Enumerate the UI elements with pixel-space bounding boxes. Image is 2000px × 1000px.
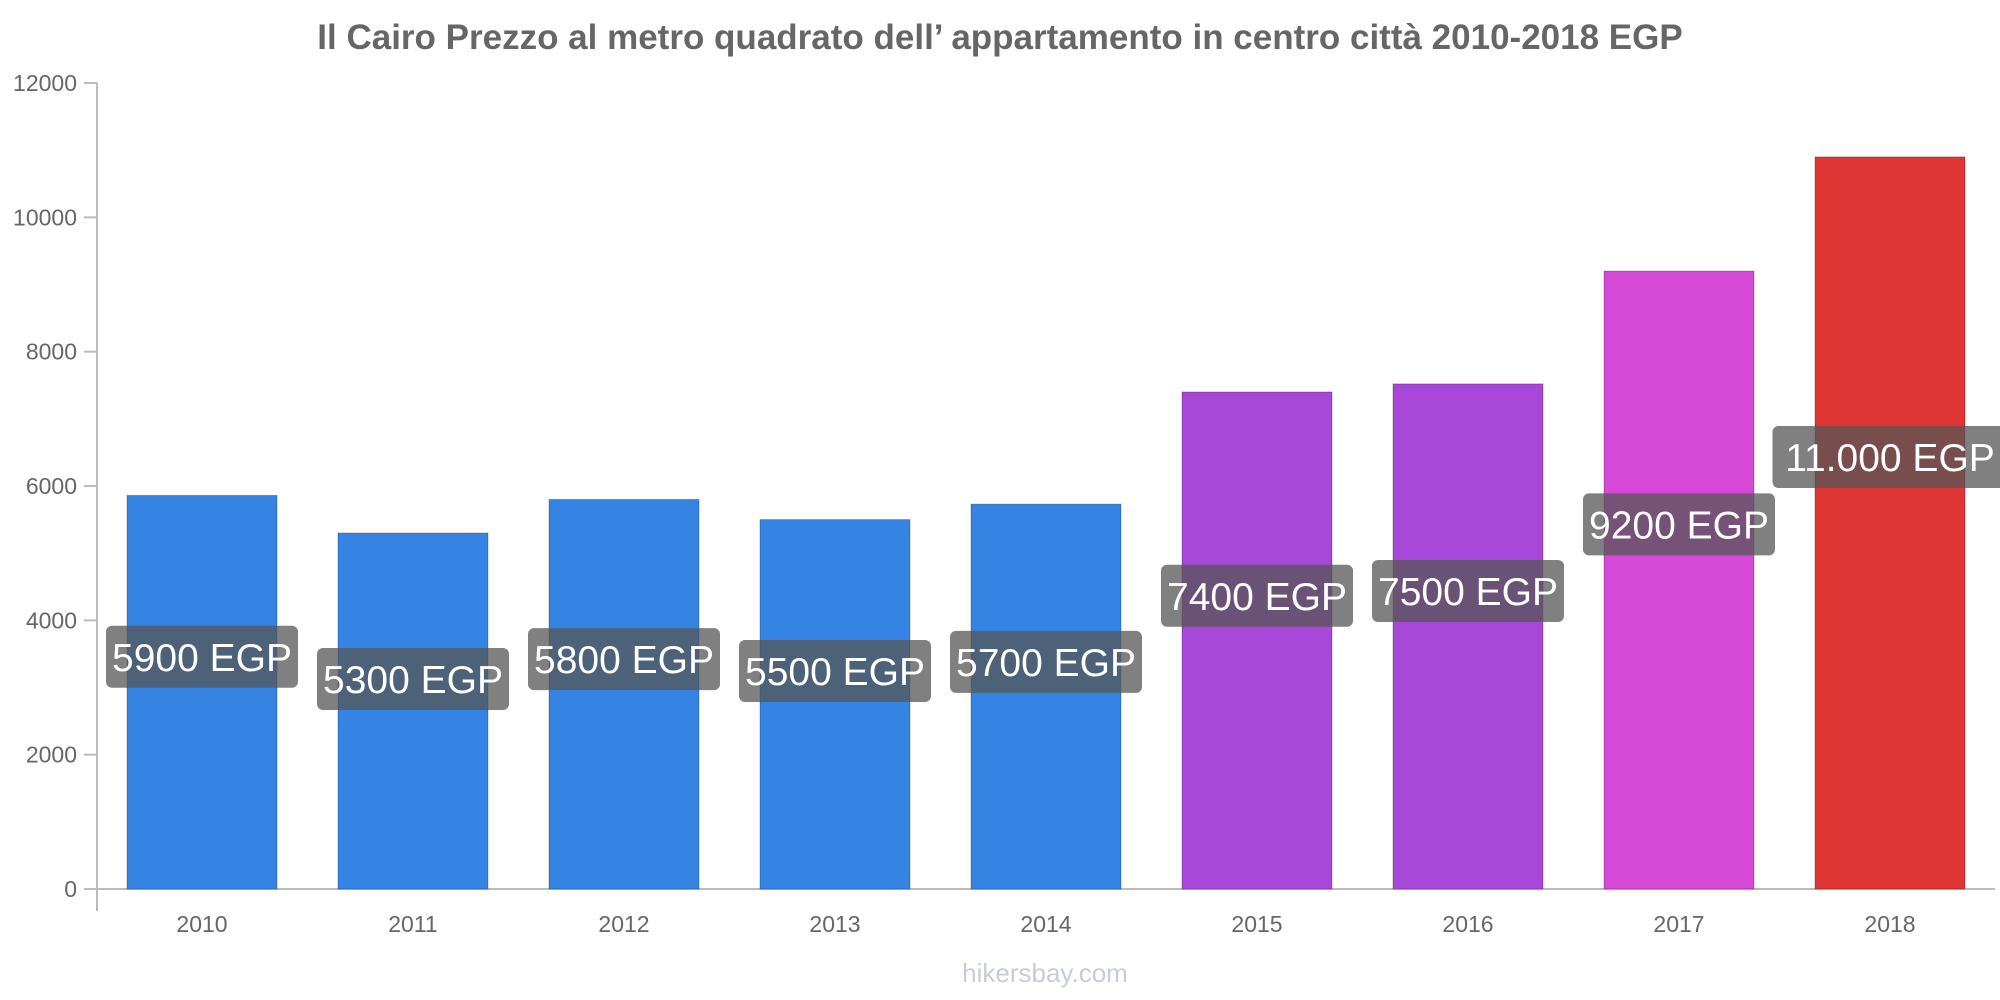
data-label-box <box>739 640 931 703</box>
x-tick-label: 2011 <box>388 911 437 937</box>
bar-2013 <box>759 519 911 890</box>
bar-2015 <box>1181 391 1333 890</box>
y-tick-label: 0 <box>64 876 77 902</box>
data-label: 7400 EGP <box>1167 576 1347 619</box>
data-label-box <box>1161 564 1353 627</box>
x-tick-label: 2017 <box>1653 911 1704 937</box>
data-label: 11.000 EGP <box>1785 437 1995 480</box>
bar-2010 <box>126 494 278 890</box>
data-label-box <box>317 647 509 710</box>
watermark: hikersbay.com <box>962 958 1128 988</box>
x-tick-label: 2012 <box>598 911 649 937</box>
bar-2014 <box>970 503 1122 890</box>
data-label-box <box>1583 493 1775 556</box>
y-tick-label: 4000 <box>26 607 77 633</box>
y-tick-label: 10000 <box>13 204 77 230</box>
x-tick-label: 2016 <box>1442 911 1493 937</box>
data-label-box <box>1772 426 2000 489</box>
y-tick-label: 6000 <box>26 473 77 499</box>
chart-title: Il Cairo Prezzo al metro quadrato dell’ … <box>317 18 1683 57</box>
bar-2016 <box>1392 383 1544 890</box>
data-label-box <box>528 628 720 691</box>
data-label: 5300 EGP <box>323 659 503 702</box>
x-tick-label: 2014 <box>1020 911 1071 937</box>
data-label: 5900 EGP <box>112 637 292 680</box>
data-label-box <box>1372 559 1564 622</box>
x-tick-label: 2010 <box>176 911 227 937</box>
data-label: 7500 EGP <box>1378 571 1558 614</box>
bar-2011 <box>337 532 489 890</box>
data-label: 5800 EGP <box>534 639 714 682</box>
y-tick-label: 8000 <box>26 339 77 365</box>
x-tick-label: 2013 <box>809 911 860 937</box>
bar-2017 <box>1603 270 1755 890</box>
x-tick-label: 2018 <box>1864 911 1915 937</box>
y-tick-label: 2000 <box>26 742 77 768</box>
data-label: 9200 EGP <box>1589 504 1769 547</box>
x-tick-label: 2015 <box>1231 911 1282 937</box>
data-label: 5700 EGP <box>956 642 1136 685</box>
y-tick-label: 12000 <box>13 70 77 96</box>
bar-2018 <box>1814 156 1966 890</box>
data-label-box <box>950 630 1142 693</box>
data-label-box <box>106 625 298 688</box>
bar-2012 <box>548 498 700 890</box>
data-label: 5500 EGP <box>745 651 925 694</box>
